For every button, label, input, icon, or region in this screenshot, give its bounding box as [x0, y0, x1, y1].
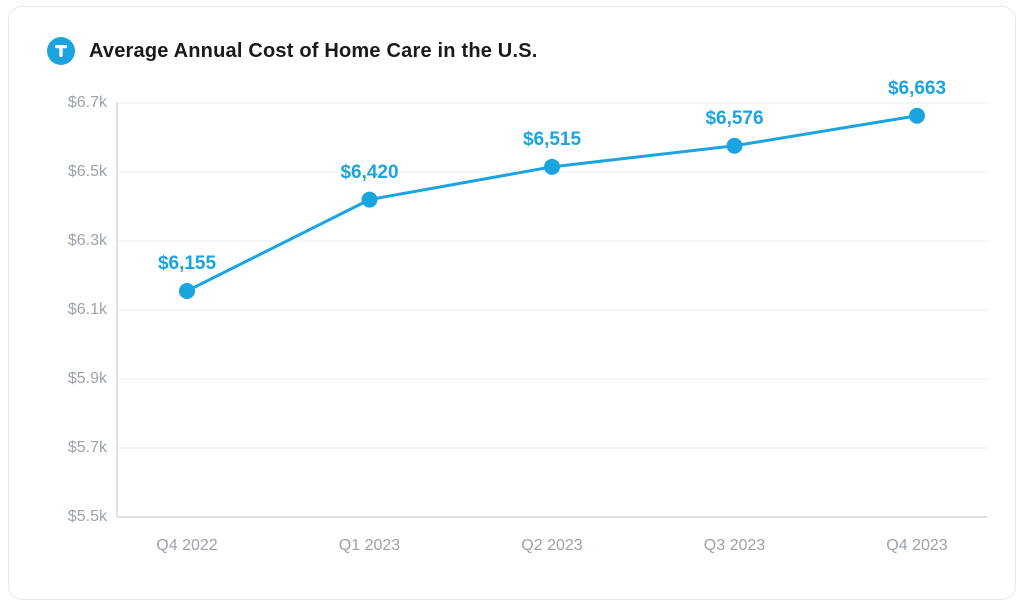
x-tick-label: Q4 2022 [156, 537, 217, 555]
chart-area: $5.5k$5.7k$5.9k$6.1k$6.3k$6.5k$6.7kQ4 20… [37, 103, 989, 573]
y-tick-label: $6.5k [43, 163, 107, 181]
data-point-label: $6,663 [888, 78, 946, 100]
y-tick-label: $5.5k [43, 508, 107, 526]
chart-title: Average Annual Cost of Home Care in the … [89, 40, 538, 63]
chart-card: Average Annual Cost of Home Care in the … [8, 6, 1016, 600]
data-point-label: $6,420 [340, 162, 398, 184]
y-tick-label: $6.1k [43, 301, 107, 319]
x-tick-label: Q3 2023 [704, 537, 765, 555]
data-point-label: $6,515 [523, 129, 581, 151]
data-point-label: $6,155 [158, 253, 216, 275]
y-tick-label: $5.9k [43, 370, 107, 388]
data-point-label: $6,576 [705, 108, 763, 130]
brand-logo-icon [47, 37, 75, 65]
chart-header: Average Annual Cost of Home Care in the … [47, 37, 538, 65]
x-tick-label: Q2 2023 [521, 537, 582, 555]
y-tick-label: $6.3k [43, 232, 107, 250]
x-tick-label: Q4 2023 [886, 537, 947, 555]
x-tick-label: Q1 2023 [339, 537, 400, 555]
line-chart [37, 103, 989, 573]
y-tick-label: $5.7k [43, 439, 107, 457]
y-tick-label: $6.7k [43, 94, 107, 112]
